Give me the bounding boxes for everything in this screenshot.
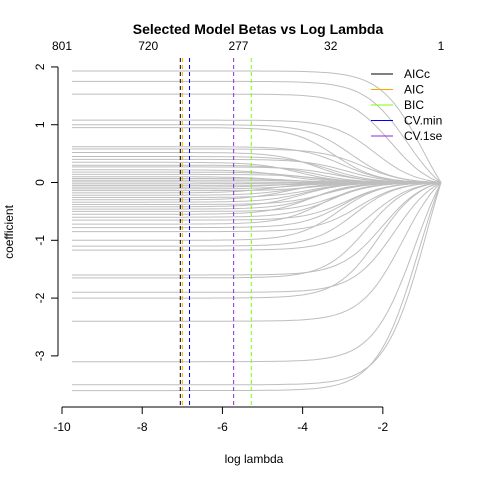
legend-label: CV.min: [404, 114, 442, 128]
top-axis-label: 32: [324, 39, 338, 53]
y-tick-label: 2: [33, 63, 47, 70]
top-axis-label: 277: [228, 39, 248, 53]
top-axis-label: 1: [438, 39, 445, 53]
y-tick-label: 0: [33, 179, 47, 186]
top-axis-label: 720: [138, 39, 158, 53]
y-tick-label: -1: [33, 235, 47, 246]
coefficient-path: [72, 183, 441, 385]
x-tick-label: -8: [137, 420, 148, 434]
coefficient-path: [72, 183, 441, 293]
y-tick-label: -3: [33, 350, 47, 361]
y-tick-label: 1: [33, 121, 47, 128]
top-axis-label: 801: [52, 39, 72, 53]
y-axis-label: coefficient: [2, 204, 16, 258]
x-axis-label: log lambda: [225, 452, 284, 466]
x-tick-label: -10: [53, 420, 71, 434]
legend-label: AICc: [404, 67, 430, 81]
y-tick-label: -2: [33, 292, 47, 303]
legend-label: AIC: [404, 83, 424, 97]
coefficient-path: [72, 183, 441, 391]
legend-label: CV.1se: [404, 129, 443, 143]
legend-label: BIC: [404, 98, 424, 112]
x-tick-label: -2: [378, 420, 389, 434]
chart-title: Selected Model Betas vs Log Lambda: [133, 21, 384, 37]
x-tick-label: -6: [217, 420, 228, 434]
x-tick-label: -4: [297, 420, 308, 434]
coefficient-paths: [72, 71, 441, 391]
coefficient-path: [72, 94, 441, 182]
